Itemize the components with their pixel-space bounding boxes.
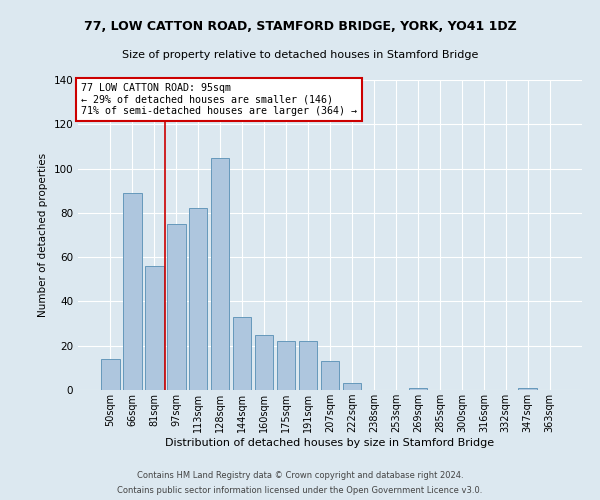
Bar [518, 388, 537, 390]
Bar [320, 361, 340, 390]
Bar [233, 317, 251, 390]
X-axis label: Distribution of detached houses by size in Stamford Bridge: Distribution of detached houses by size … [166, 438, 494, 448]
Bar [343, 384, 361, 390]
Text: Contains public sector information licensed under the Open Government Licence v3: Contains public sector information licen… [118, 486, 482, 495]
Bar [409, 388, 427, 390]
Bar [101, 359, 119, 390]
Bar [299, 342, 317, 390]
Bar [123, 193, 142, 390]
Text: Size of property relative to detached houses in Stamford Bridge: Size of property relative to detached ho… [122, 50, 478, 60]
Bar [145, 266, 164, 390]
Bar [211, 158, 229, 390]
Y-axis label: Number of detached properties: Number of detached properties [38, 153, 48, 317]
Bar [189, 208, 208, 390]
Bar [255, 334, 274, 390]
Text: Contains HM Land Registry data © Crown copyright and database right 2024.: Contains HM Land Registry data © Crown c… [137, 471, 463, 480]
Bar [167, 224, 185, 390]
Text: 77 LOW CATTON ROAD: 95sqm
← 29% of detached houses are smaller (146)
71% of semi: 77 LOW CATTON ROAD: 95sqm ← 29% of detac… [80, 83, 356, 116]
Text: 77, LOW CATTON ROAD, STAMFORD BRIDGE, YORK, YO41 1DZ: 77, LOW CATTON ROAD, STAMFORD BRIDGE, YO… [83, 20, 517, 33]
Bar [277, 342, 295, 390]
